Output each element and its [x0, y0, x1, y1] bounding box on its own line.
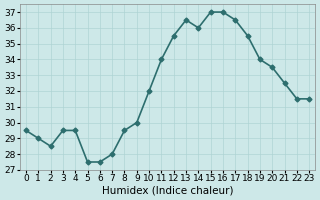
X-axis label: Humidex (Indice chaleur): Humidex (Indice chaleur) [102, 186, 233, 196]
